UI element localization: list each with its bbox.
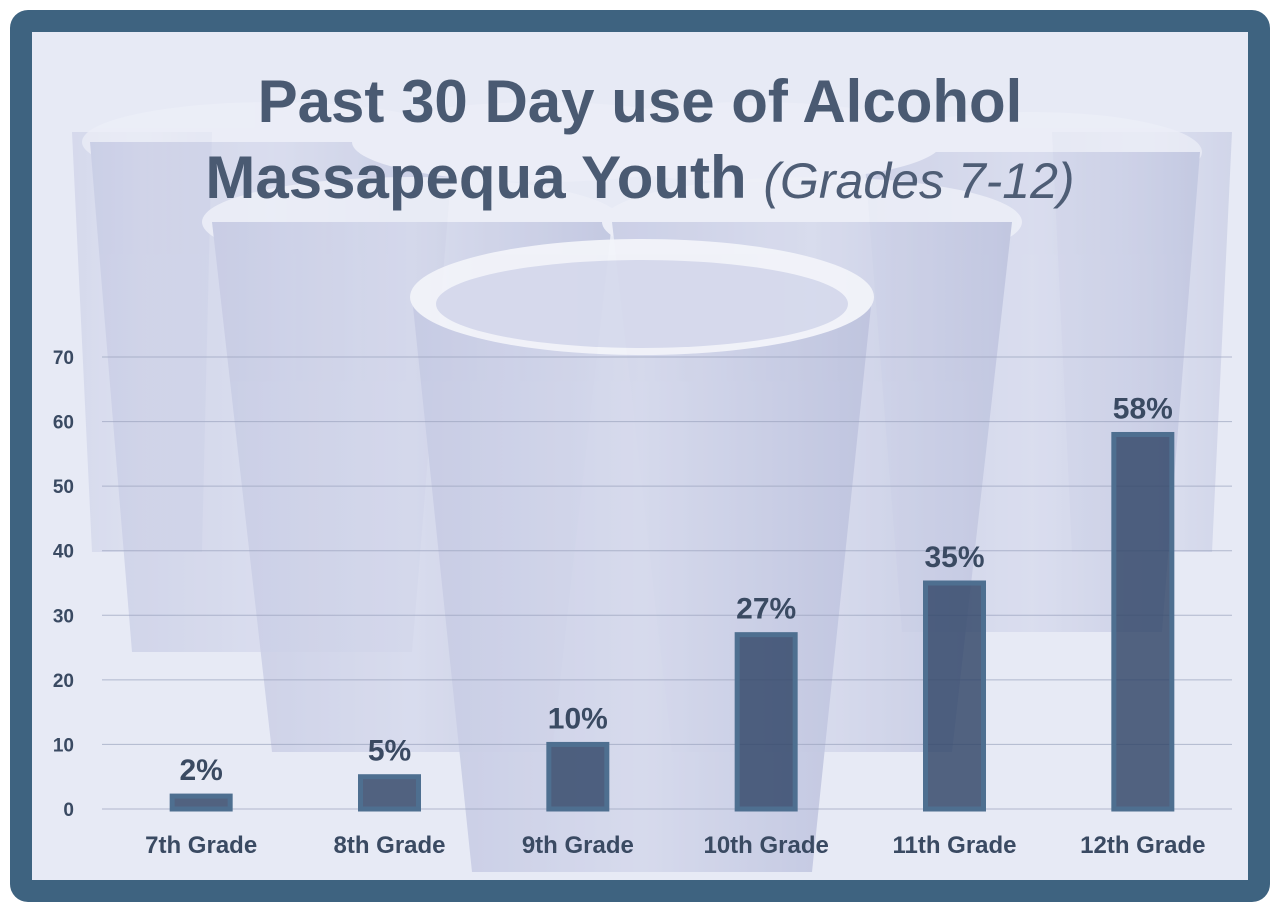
y-tick-label: 40 — [53, 542, 74, 563]
title-line-2-main: Massapequa Youth — [205, 144, 747, 211]
data-label: 27% — [736, 593, 796, 626]
bar — [546, 741, 610, 812]
x-tick-label: 7th Grade — [145, 832, 257, 859]
data-label: 5% — [368, 735, 411, 768]
y-tick-label: 50 — [53, 477, 74, 498]
x-tick-label: 11th Grade — [892, 832, 1016, 859]
y-tick-label: 60 — [53, 413, 74, 434]
title-line-1: Past 30 Day use of Alcohol — [257, 68, 1023, 135]
y-tick-label: 10 — [53, 735, 74, 756]
data-label: 58% — [1113, 392, 1173, 425]
title-subtitle: (Grades 7-12) — [763, 153, 1075, 209]
bar — [923, 580, 986, 812]
y-tick-label: 30 — [53, 606, 74, 627]
y-tick-label: 0 — [63, 800, 74, 821]
y-tick-label: 20 — [53, 671, 74, 692]
data-label: 10% — [548, 702, 608, 735]
x-tick-label: 10th Grade — [703, 832, 828, 859]
x-tick-label: 12th Grade — [1080, 832, 1205, 859]
chart-title: Past 30 Day use of Alcohol Massapequa Yo… — [32, 64, 1248, 219]
bar — [1111, 431, 1175, 812]
title-line-2: Massapequa Youth (Grades 7-12) — [32, 140, 1248, 219]
bar — [169, 793, 233, 812]
x-tick-label: 8th Grade — [333, 832, 445, 859]
chart-frame: Past 30 Day use of Alcohol Massapequa Yo… — [10, 10, 1270, 902]
data-label: 2% — [179, 754, 222, 787]
bar — [358, 774, 421, 812]
data-label: 35% — [924, 541, 984, 574]
bar — [734, 632, 798, 812]
bar-chart: 0 10 20 30 40 50 60 70 2% 7th Grade 5% 8th Grade 10%… — [53, 348, 1232, 859]
y-tick-label: 70 — [53, 348, 74, 369]
x-tick-label: 9th Grade — [522, 832, 634, 859]
